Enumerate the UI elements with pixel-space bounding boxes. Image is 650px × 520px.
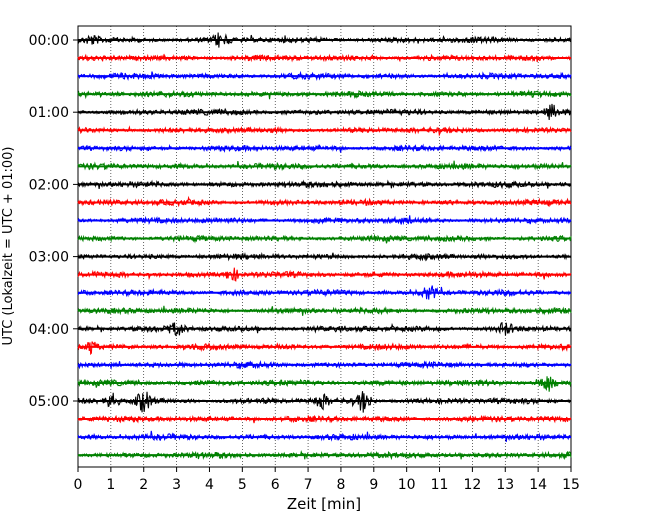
y-tick-label: 05:00	[29, 394, 69, 410]
x-tick-label: 0	[74, 477, 83, 493]
x-tick-label: 13	[496, 477, 514, 493]
x-axis-ticks: 0 1 2 3 4 5 6 7 8 9 10 11 12 13 14 15	[74, 467, 580, 493]
x-tick-label: 3	[172, 477, 181, 493]
x-tick-label: 12	[463, 477, 481, 493]
x-tick-label: 4	[205, 477, 214, 493]
y-axis-ticks: 00:00 01:00 02:00 03:00 04:00 05:00	[29, 33, 78, 410]
x-tick-label: 8	[336, 477, 345, 493]
trace-row-20	[77, 391, 572, 413]
plot-area-frame	[77, 25, 572, 468]
y-tick-label: 00:00	[29, 33, 69, 49]
trace-row-19	[77, 376, 572, 392]
x-tick-label: 2	[139, 477, 148, 493]
x-tick-label: 6	[271, 477, 280, 493]
y-tick-label: 02:00	[29, 177, 69, 193]
trace-rows	[77, 32, 572, 461]
x-tick-label: 1	[106, 477, 115, 493]
x-tick-label: 7	[304, 477, 313, 493]
x-axis-label: Zeit [min]	[287, 495, 361, 513]
y-tick-label: 01:00	[29, 105, 69, 121]
y-axis-label: UTC (Lokalzeit = UTC + 01:00)	[1, 147, 16, 346]
y-tick-label: 04:00	[29, 322, 69, 338]
x-tick-label: 11	[431, 477, 449, 493]
trace-row-9	[77, 195, 572, 208]
trace-row-15	[77, 305, 572, 316]
x-tick-label: 14	[529, 477, 547, 493]
x-tick-label: 9	[369, 477, 378, 493]
y-tick-label: 03:00	[29, 250, 69, 266]
x-tick-label: 5	[238, 477, 247, 493]
trace-row-17	[77, 341, 572, 356]
trace-row-7	[77, 160, 572, 172]
x-tick-label: 15	[562, 477, 580, 493]
x-tick-label: 10	[398, 477, 416, 493]
